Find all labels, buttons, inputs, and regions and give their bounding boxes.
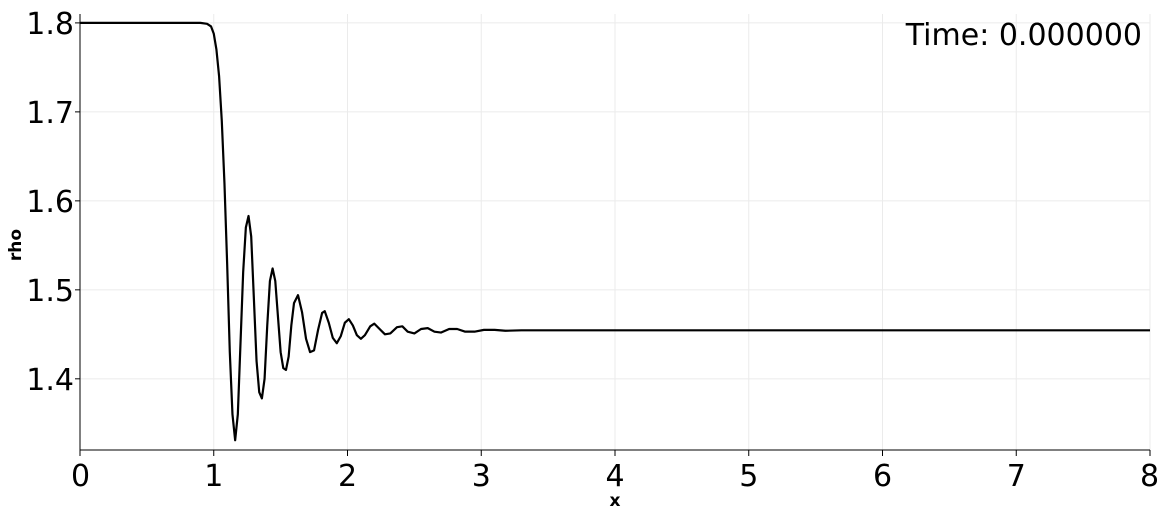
y-axis-title: rho [6,229,26,261]
y-tick-label-3: 1.7 [26,96,74,131]
tick-labels: 0 1 2 3 4 5 6 7 8 1.4 1.5 1.6 1.7 1.8 [26,7,1159,494]
x-tick-label-6: 6 [873,459,892,494]
axes [75,14,1151,456]
y-tick-label-1: 1.5 [26,274,74,309]
x-tick-label-8: 8 [1140,459,1159,494]
y-tick-label-4: 1.8 [26,7,74,42]
x-axis-title: x [610,491,621,508]
x-tick-label-0: 0 [71,459,90,494]
time-annotation: Time: 0.000000 [905,18,1142,53]
y-tick-label-0: 1.4 [26,363,74,398]
x-tick-label-4: 4 [605,459,624,494]
series-group [80,21,1150,442]
series-line-0 [80,21,1150,442]
grid-lines [79,14,1151,450]
y-tick-label-2: 1.6 [26,185,74,220]
x-tick-label-1: 1 [204,459,223,494]
x-tick-label-3: 3 [472,459,491,494]
x-tick-label-7: 7 [1007,459,1026,494]
x-tick-label-5: 5 [739,459,758,494]
x-tick-label-2: 2 [338,459,357,494]
